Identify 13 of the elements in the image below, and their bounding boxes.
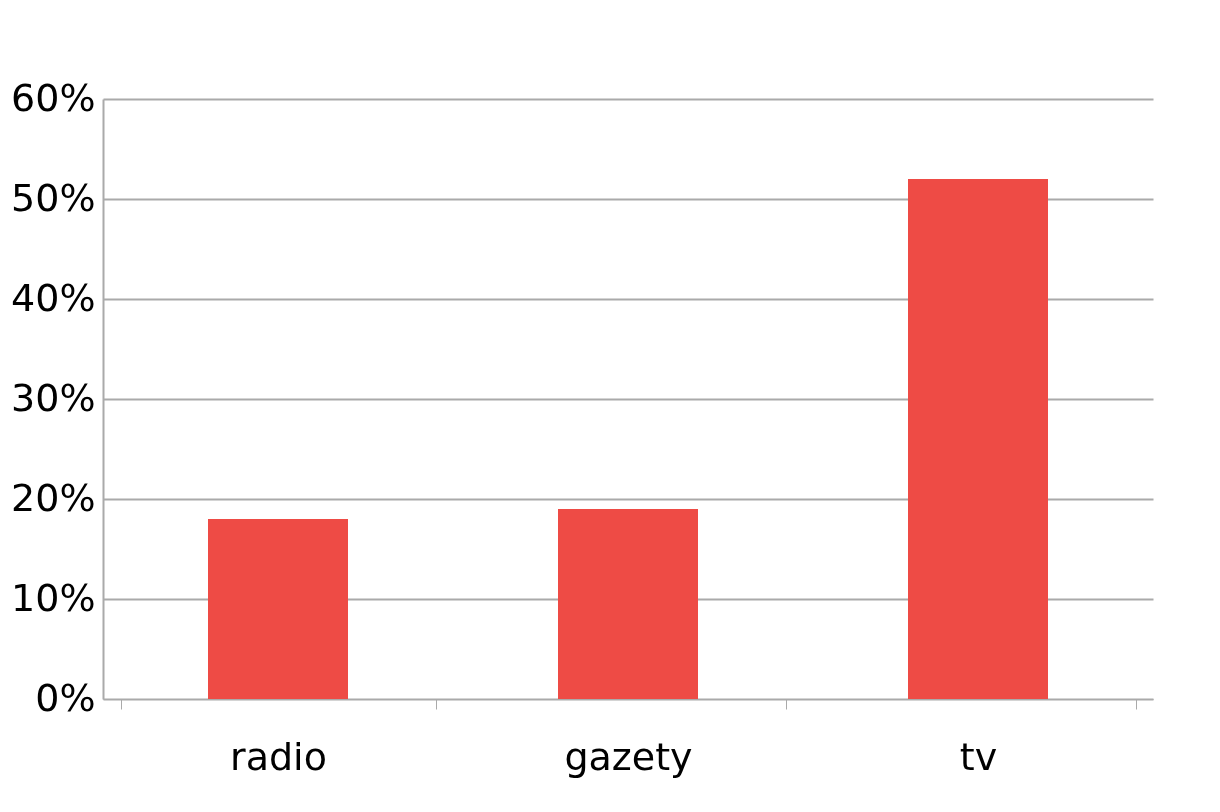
bar bbox=[558, 509, 698, 699]
y-tick-label: 40% bbox=[11, 275, 96, 320]
y-tick-label: 10% bbox=[11, 575, 96, 620]
x-tick-label: tv bbox=[959, 734, 998, 779]
x-tick-label: gazety bbox=[564, 734, 693, 779]
bar bbox=[208, 519, 348, 699]
y-tick-label: 50% bbox=[11, 175, 96, 220]
y-tick-label: 30% bbox=[11, 375, 96, 420]
y-tick-label: 20% bbox=[11, 475, 96, 520]
x-tick-label: radio bbox=[230, 734, 327, 779]
y-tick-label: 0% bbox=[35, 675, 96, 720]
bar bbox=[908, 179, 1048, 699]
y-tick-label: 60% bbox=[11, 75, 96, 120]
